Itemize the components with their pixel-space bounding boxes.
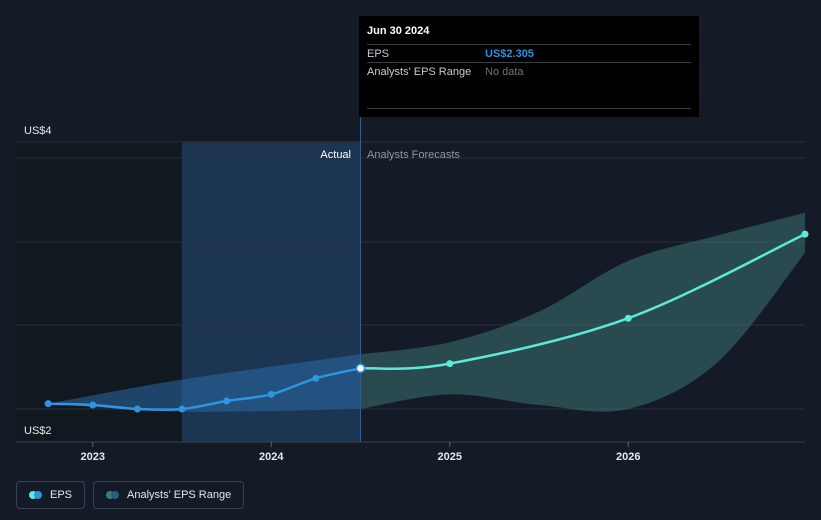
actual-section-label: Actual	[320, 149, 351, 161]
eps-actual-point	[312, 374, 320, 382]
eps-legend-icon	[29, 491, 42, 499]
x-tick-label: 2025	[438, 451, 462, 463]
eps-actual-line	[48, 367, 361, 412]
eps-actual-point	[133, 405, 141, 413]
range-legend-icon	[106, 491, 120, 499]
y-tick-label-bottom: US$2	[24, 425, 52, 437]
tooltip-eps-row: EPS US$2.305	[367, 44, 691, 62]
eps-actual-point	[44, 400, 52, 408]
tooltip-eps-value: US$2.305	[485, 47, 534, 60]
tooltip-range-label: Analysts' EPS Range	[367, 65, 472, 78]
eps-range-band-forecast	[360, 212, 805, 412]
tooltip-date: Jun 30 2024	[367, 25, 430, 37]
x-tick-label: 2024	[259, 451, 284, 463]
legend-eps[interactable]: EPS	[16, 481, 86, 509]
x-tick-label: 2023	[81, 451, 105, 463]
eps-actual-point	[89, 401, 97, 409]
eps-actual-point	[223, 397, 231, 405]
legend-eps-label: EPS	[50, 489, 73, 501]
eps-actual-point	[267, 390, 275, 398]
x-axis-ticks: 2023 2024 2025 2026	[81, 442, 641, 463]
tooltip-range-row: Analysts' EPS Range No data	[367, 62, 691, 80]
tooltip-range-value: No data	[485, 65, 524, 78]
eps-actual-point	[355, 363, 366, 374]
eps-range-band-actual	[48, 354, 361, 412]
forecast-section-label: Analysts Forecasts	[367, 149, 460, 161]
chart-legend: EPS Analysts' EPS Range	[16, 481, 245, 509]
tooltip-eps-label: EPS	[367, 47, 390, 60]
eps-forecast-point	[801, 230, 809, 238]
legend-eps-range[interactable]: Analysts' EPS Range	[93, 481, 245, 509]
legend-range-label: Analysts' EPS Range	[127, 489, 232, 501]
tooltip-divider	[367, 108, 691, 109]
eps-points	[44, 230, 809, 413]
eps-forecast-point	[446, 360, 454, 368]
x-tick-label: 2026	[616, 451, 640, 463]
eps-actual-point	[178, 405, 186, 413]
eps-forecast-point	[624, 314, 632, 322]
hover-tooltip: Jun 30 2024 EPS US$2.305 Analysts' EPS R…	[359, 16, 699, 117]
eps-forecast-line	[360, 232, 806, 371]
y-tick-label-top: US$4	[24, 125, 52, 137]
